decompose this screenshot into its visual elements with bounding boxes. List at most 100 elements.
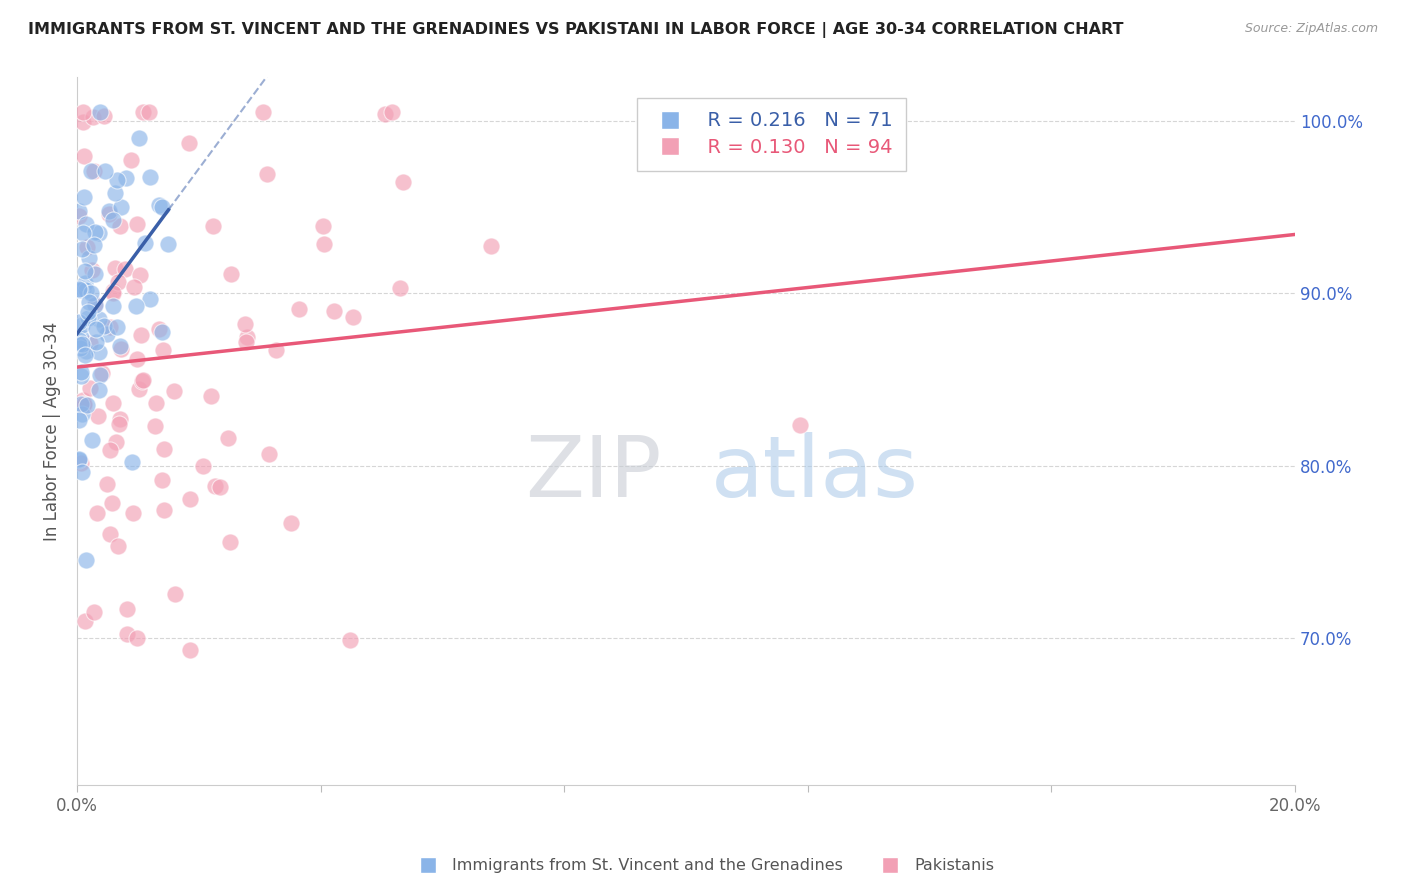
Point <box>82 262 104 277</box>
Point <box>287 302 309 317</box>
Point <box>280 516 302 530</box>
Point <box>312 219 335 233</box>
Point <box>103 299 125 313</box>
Point <box>193 459 215 474</box>
Point <box>256 167 278 181</box>
Point <box>103 285 125 300</box>
Point <box>76 240 98 254</box>
Point <box>80 286 103 301</box>
Point <box>148 322 170 336</box>
Point <box>152 343 174 357</box>
Point <box>77 295 100 310</box>
Point <box>101 212 124 227</box>
Point <box>70 407 93 421</box>
Point <box>76 305 98 319</box>
Point <box>479 239 502 253</box>
Point <box>98 443 121 458</box>
Point <box>104 261 127 276</box>
Point <box>217 431 239 445</box>
Point <box>339 632 361 647</box>
Point <box>83 298 105 312</box>
Point <box>72 227 94 241</box>
Point <box>79 335 101 350</box>
Point <box>89 226 111 240</box>
Point <box>236 330 259 344</box>
Point <box>105 173 128 187</box>
Point <box>218 535 240 549</box>
Point <box>235 335 257 350</box>
Point <box>69 284 91 298</box>
Point <box>93 109 115 123</box>
Point <box>148 198 170 212</box>
Point <box>127 217 149 231</box>
Point <box>789 417 811 432</box>
Point <box>264 343 287 357</box>
Point <box>72 465 94 479</box>
Point <box>72 149 94 163</box>
Point <box>108 417 131 431</box>
Point <box>84 322 107 336</box>
Point <box>72 392 94 407</box>
Point <box>110 200 132 214</box>
Point <box>219 267 242 281</box>
Point <box>132 374 155 388</box>
Point <box>374 107 396 121</box>
Point <box>67 451 90 466</box>
Point <box>233 317 256 331</box>
Point <box>67 203 90 218</box>
Point <box>70 242 93 256</box>
Point <box>87 345 110 359</box>
Point <box>120 153 142 167</box>
Point <box>69 341 91 355</box>
Point <box>82 110 104 124</box>
Point <box>128 268 150 282</box>
Point <box>67 453 90 467</box>
Point <box>209 480 232 494</box>
Point <box>104 434 127 449</box>
Point <box>110 219 132 234</box>
Point <box>72 115 94 129</box>
Point <box>89 104 111 119</box>
Point <box>138 292 160 306</box>
Text: IMMIGRANTS FROM ST. VINCENT AND THE GRENADINES VS PAKISTANI IN LABOR FORCE | AGE: IMMIGRANTS FROM ST. VINCENT AND THE GREN… <box>28 22 1123 38</box>
Point <box>67 314 90 328</box>
Point <box>200 389 222 403</box>
Point <box>67 282 90 296</box>
Point <box>128 383 150 397</box>
Point <box>121 455 143 469</box>
Point <box>90 367 112 381</box>
Point <box>75 263 97 277</box>
Point <box>177 136 200 150</box>
Point <box>69 365 91 379</box>
Point <box>75 283 97 297</box>
Point <box>100 526 122 541</box>
Point <box>73 190 96 204</box>
Legend: Immigrants from St. Vincent and the Grenadines, Pakistanis: Immigrants from St. Vincent and the Gren… <box>405 852 1001 880</box>
Point <box>96 476 118 491</box>
Point <box>132 104 155 119</box>
Point <box>75 276 97 290</box>
Text: Source: ZipAtlas.com: Source: ZipAtlas.com <box>1244 22 1378 36</box>
Point <box>75 344 97 359</box>
Point <box>70 337 93 351</box>
Point <box>127 631 149 645</box>
Point <box>84 226 107 240</box>
Point <box>152 325 174 339</box>
Point <box>157 236 180 251</box>
Point <box>67 209 90 223</box>
Point <box>179 643 201 657</box>
Point <box>103 186 125 200</box>
Point <box>70 368 93 383</box>
Point <box>163 587 186 601</box>
Point <box>122 279 145 293</box>
Point <box>179 492 201 507</box>
Point <box>115 170 138 185</box>
Point <box>342 310 364 324</box>
Point <box>105 319 128 334</box>
Point <box>89 368 111 383</box>
Point <box>86 334 108 349</box>
Point <box>73 397 96 411</box>
Point <box>86 506 108 520</box>
Point <box>69 397 91 411</box>
Point <box>163 384 186 398</box>
